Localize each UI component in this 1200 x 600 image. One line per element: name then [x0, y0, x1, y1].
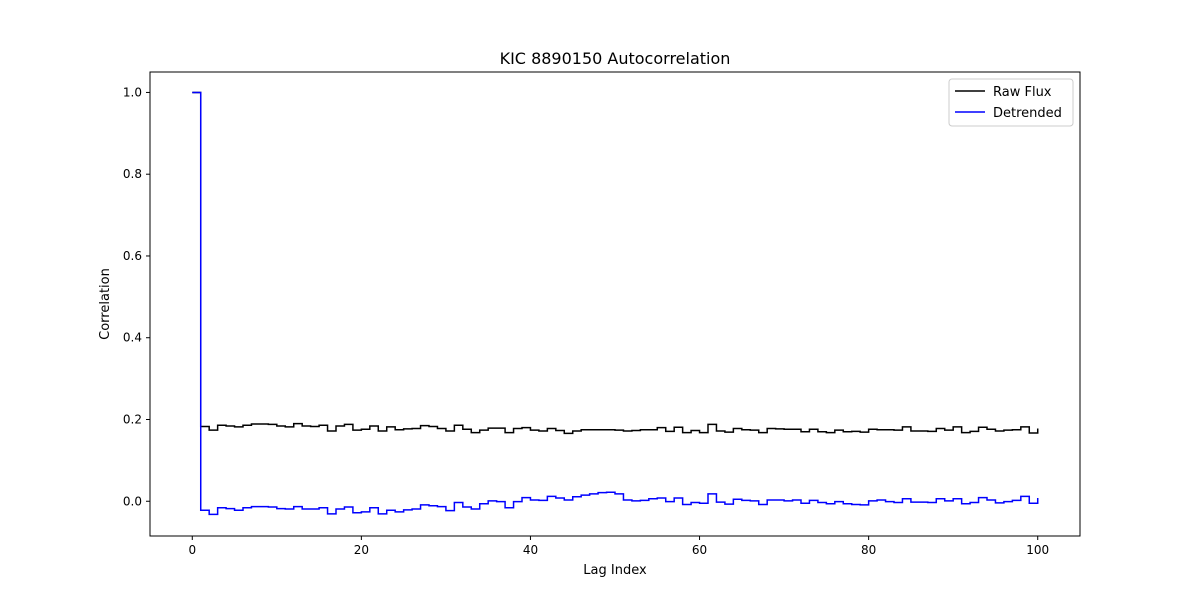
x-axis-label: Lag Index: [583, 563, 647, 578]
y-axis-ticks: 0.0 0.2 0.4 0.6 0.8 1.0: [123, 85, 150, 508]
chart-title: KIC 8890150 Autocorrelation: [500, 49, 731, 68]
legend-label-raw-flux: Raw Flux: [993, 85, 1052, 100]
x-tick-label: 80: [861, 543, 876, 557]
y-axis-label: Correlation: [98, 268, 113, 340]
y-tick-label: 0.4: [123, 331, 142, 345]
legend-label-detrended: Detrended: [993, 106, 1062, 121]
plot-series: [192, 91, 1039, 516]
y-tick-label: 0.8: [123, 167, 142, 181]
x-tick-label: 0: [188, 543, 196, 557]
x-tick-label: 20: [354, 543, 369, 557]
legend: Raw Flux Detrended: [948, 78, 1074, 127]
axes-frame: [149, 71, 1081, 537]
x-tick-label: 100: [1026, 543, 1049, 557]
x-tick-label: 40: [523, 543, 538, 557]
y-tick-label: 1.0: [123, 85, 142, 99]
y-tick-label: 0.0: [123, 494, 142, 508]
series-line-detrended: [192, 91, 1039, 516]
x-tick-label: 60: [692, 543, 707, 557]
x-axis-ticks: 0 20 40 60 80 100: [188, 536, 1049, 557]
series-line-raw-flux: [192, 91, 1039, 435]
y-tick-label: 0.2: [123, 412, 142, 426]
y-tick-label: 0.6: [123, 249, 142, 263]
